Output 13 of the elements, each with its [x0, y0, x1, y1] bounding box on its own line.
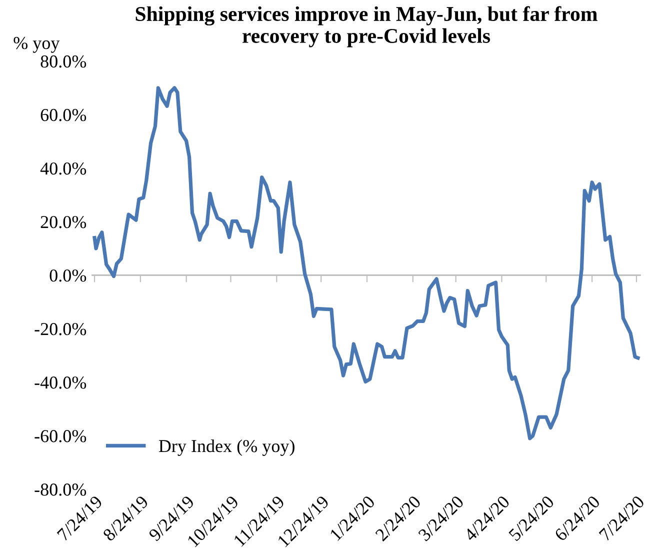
y-tick-label: 80.0% [40, 55, 86, 68]
chart-title: Shipping services improve in May-Jun, but far from recovery to pre-Covid levels [136, 6, 598, 48]
y-tick-label: -20.0% [34, 322, 86, 336]
y-tick-label: 60.0% [40, 108, 86, 122]
y-tick-label: 0.0% [50, 269, 86, 282]
legend-label: Dry Index (% yoy) [158, 439, 294, 456]
line-series [92, 86, 640, 440]
y-tick-label: 20.0% [40, 216, 86, 228]
y-tick-label: -60.0% [34, 430, 86, 442]
y-tick-label: -40.0% [34, 376, 86, 389]
y-tick-label: -80.0% [34, 484, 86, 496]
y-axis-title: % yoy [14, 36, 60, 53]
y-tick-label: 40.0% [40, 162, 86, 175]
